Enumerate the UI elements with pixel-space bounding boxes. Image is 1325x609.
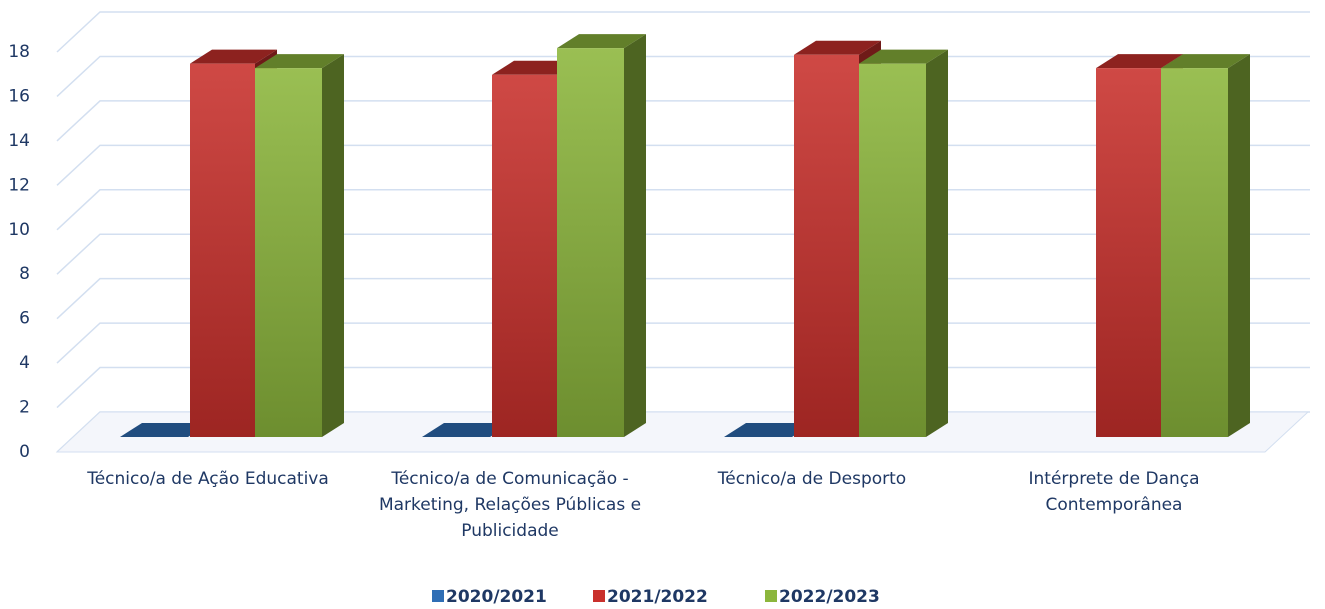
bar: [255, 54, 344, 437]
legend-swatch: [432, 590, 444, 602]
y-tick-label: 4: [19, 353, 30, 373]
bar-top: [190, 49, 277, 64]
bar: [422, 423, 512, 437]
y-tick-label: 8: [19, 264, 30, 284]
y-tick-label: 0: [19, 442, 30, 462]
bar: [557, 34, 646, 437]
x-tick-label: Intérprete de Dança Contemporânea: [1028, 469, 1200, 515]
bar-side: [624, 34, 646, 437]
legend-label: 2020/2021: [446, 587, 547, 607]
y-tick-label: 10: [8, 220, 30, 240]
bar-top: [120, 423, 210, 437]
bar-top: [557, 34, 646, 49]
y-tick-label: 12: [8, 175, 30, 195]
bar: [120, 423, 210, 437]
bar-front: [557, 48, 624, 437]
bar-front: [1096, 68, 1161, 437]
bar: [724, 423, 814, 437]
x-tick-label: Técnico/a de Comunicação - Marketing, Re…: [378, 469, 642, 541]
floor: [55, 411, 1310, 453]
bar-side: [1228, 54, 1250, 437]
y-tick-label: 18: [8, 42, 30, 62]
bar-top: [1096, 54, 1183, 69]
bar-front: [190, 63, 255, 438]
bar-top: [255, 54, 344, 69]
bar-front: [255, 68, 322, 437]
legend-label: 2022/2023: [779, 587, 880, 607]
x-tick-label: Técnico/a de Ação Educativa: [87, 469, 329, 489]
x-tick-label: Técnico/a de Desporto: [717, 469, 907, 489]
y-tick-label: 14: [8, 131, 30, 151]
bar-top: [422, 423, 512, 437]
legend-swatch: [593, 590, 605, 602]
bar-front: [794, 54, 859, 438]
bar-front: [1161, 68, 1228, 437]
legend-label: 2021/2022: [607, 587, 708, 607]
bar-side: [322, 54, 344, 437]
y-tick-label: 2: [19, 398, 30, 418]
y-tick-label: 16: [8, 86, 30, 106]
bar: [859, 49, 948, 438]
bar-top: [724, 423, 814, 437]
grid-line: [56, 11, 1310, 53]
bar-side: [926, 49, 948, 438]
bar-top: [859, 49, 948, 64]
bar-top: [794, 40, 881, 55]
bar-front: [859, 63, 926, 438]
bar: [1161, 54, 1250, 437]
bar-top: [1161, 54, 1250, 69]
y-tick-label: 6: [19, 309, 30, 329]
bar-front: [492, 74, 557, 438]
legend-swatch: [765, 590, 777, 602]
